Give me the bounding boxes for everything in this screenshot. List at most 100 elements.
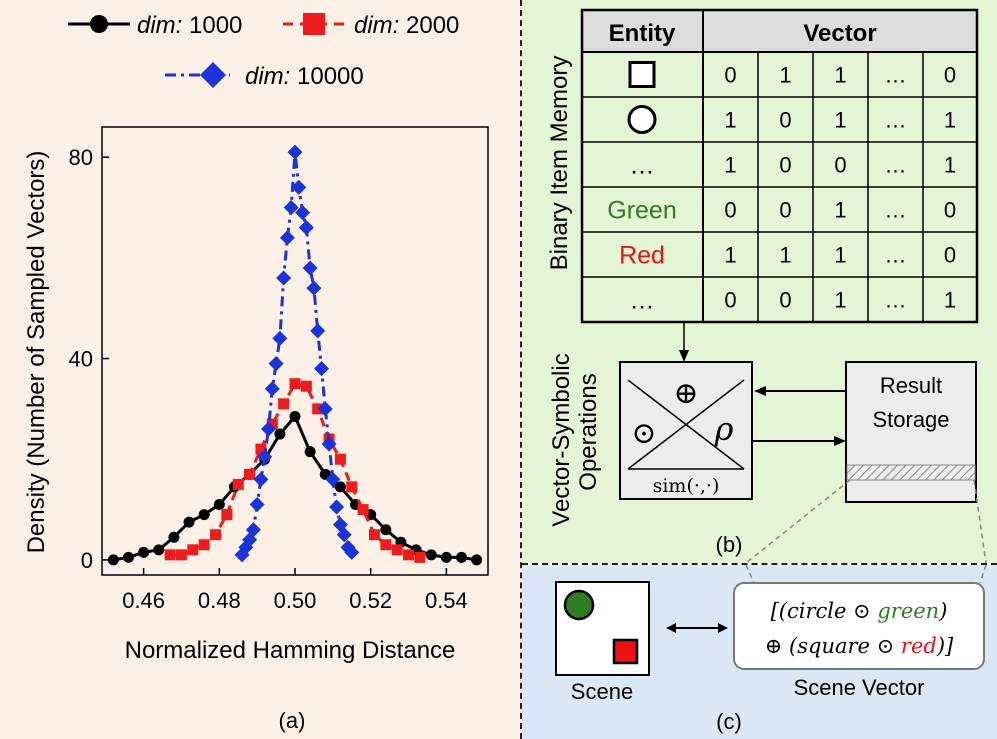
x-tick-label: 0.54	[425, 588, 468, 613]
legend: dim: 1000 dim: 2000 dim: 10000	[68, 12, 459, 90]
y-tick-label: 40	[69, 347, 93, 372]
data-point	[336, 527, 352, 543]
x-axis-label: Normalized Hamming Distance	[125, 637, 456, 664]
legend-label-10000: dim: 10000	[245, 63, 364, 90]
data-point	[302, 260, 318, 276]
data-point	[380, 539, 392, 551]
x-tick-label: 0.52	[349, 588, 392, 613]
legend-prefix: dim:	[137, 12, 182, 39]
vector-bit: 1	[724, 153, 736, 178]
data-point	[317, 401, 333, 417]
zoom-guide-line	[745, 479, 851, 563]
data-point	[357, 504, 369, 516]
data-point	[471, 554, 483, 566]
x-tick-label: 0.48	[198, 588, 241, 613]
data-point	[232, 478, 244, 490]
data-point	[257, 449, 273, 465]
legend-value: 10000	[297, 63, 364, 90]
data-point	[187, 544, 199, 556]
vector-bit: 0	[779, 108, 791, 133]
data-point	[380, 524, 392, 536]
vector-bit: …	[885, 153, 907, 178]
vector-bit: 0	[724, 288, 736, 313]
ops-cross-line	[627, 379, 745, 470]
data-point	[183, 516, 195, 528]
circle-icon	[627, 105, 657, 134]
vector-bit: 0	[834, 153, 846, 178]
vector-bit: 0	[944, 63, 956, 88]
data-point	[249, 497, 265, 513]
data-point	[329, 499, 345, 515]
scene-vector-caption: Scene Vector	[794, 675, 925, 700]
data-point	[245, 522, 261, 538]
zoom-guide-line	[979, 565, 987, 584]
vector-bit: 0	[724, 198, 736, 223]
legend-prefix: dim:	[245, 63, 290, 90]
data-point	[213, 499, 225, 511]
panel-c-diagram: Scene [(circle ⊙ green) ⊕ (square ⊙ red)…	[555, 565, 987, 734]
panel-b-label: (b)	[716, 532, 743, 557]
data-point	[289, 378, 301, 390]
entity-label: …	[630, 287, 655, 315]
data-point	[456, 551, 468, 563]
data-point	[289, 410, 301, 422]
vector-bit: 1	[834, 108, 846, 133]
vector-text: [(circle ⊙	[771, 599, 878, 623]
data-point	[253, 471, 269, 487]
entity-label: Red	[619, 242, 665, 270]
data-point	[300, 380, 312, 392]
vector-color-word-green: green	[877, 599, 939, 623]
data-point	[198, 539, 210, 551]
table-row: 1 0 1 … 1	[627, 105, 956, 134]
table-row: Green 0 0 1 … 0	[607, 197, 956, 225]
data-point	[334, 481, 346, 493]
data-point	[268, 356, 284, 372]
entity-label: …	[630, 152, 655, 180]
vector-bit: …	[885, 288, 907, 313]
data-point	[122, 551, 134, 563]
scene-vector-box: [(circle ⊙ green) ⊕ (square ⊙ red)]	[733, 582, 985, 670]
square-icon	[628, 61, 656, 88]
vector-text: )	[938, 599, 947, 623]
legend-square-marker-icon	[303, 13, 325, 35]
hamming-distance-chart: dim: 1000 dim: 2000 dim: 10000 0.46 0.48 0…	[23, 12, 489, 733]
vector-bit: 0	[724, 63, 736, 88]
x-tick-label: 0.46	[122, 588, 165, 613]
series-dim-2000	[164, 378, 426, 563]
plot-area-frame	[101, 126, 489, 576]
vector-bit: 0	[779, 288, 791, 313]
table-row: … 0 0 1 … 1	[630, 287, 957, 315]
arrow-head-icon	[666, 623, 676, 633]
axis-ticks: 0.46 0.48 0.50 0.52 0.54 0 40 80	[69, 145, 468, 613]
legend-entry-dim-2000: dim: 2000	[283, 12, 459, 39]
permutation-symbol: ρ	[714, 410, 734, 448]
arrow-head-icon	[754, 386, 766, 396]
scene-caption: Scene	[571, 679, 633, 704]
panel-a-background	[0, 0, 520, 739]
similarity-symbol: sim(·,·)	[653, 475, 720, 497]
table-row: 0 1 1 … 0	[628, 61, 956, 88]
data-point	[391, 544, 403, 556]
table-row: Red 1 1 1 … 0	[619, 242, 956, 270]
data-point	[153, 544, 165, 556]
table-header-bg	[582, 10, 977, 52]
vector-bit: 1	[834, 288, 846, 313]
series-dim-1000	[107, 410, 483, 566]
data-point	[276, 270, 292, 286]
horizontal-divider	[522, 563, 997, 565]
vector-bit: 1	[724, 108, 736, 133]
data-point	[221, 509, 233, 521]
vector-bit: …	[885, 243, 907, 268]
legend-value: 2000	[406, 12, 459, 39]
legend-value: 1000	[189, 12, 242, 39]
vector-bit: 1	[834, 63, 846, 88]
vector-bit: 1	[944, 153, 956, 178]
panel-a-label: (a)	[279, 708, 306, 733]
vector-bit: …	[885, 198, 907, 223]
data-point	[425, 549, 437, 561]
data-point	[344, 544, 360, 560]
vector-bit: 1	[834, 198, 846, 223]
vector-bit: 1	[779, 243, 791, 268]
legend-label-1000: dim: 1000	[137, 12, 242, 39]
